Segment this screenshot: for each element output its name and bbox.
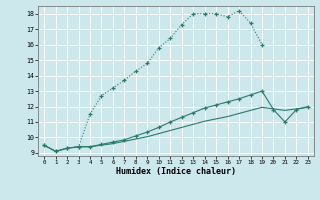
X-axis label: Humidex (Indice chaleur): Humidex (Indice chaleur)	[116, 167, 236, 176]
